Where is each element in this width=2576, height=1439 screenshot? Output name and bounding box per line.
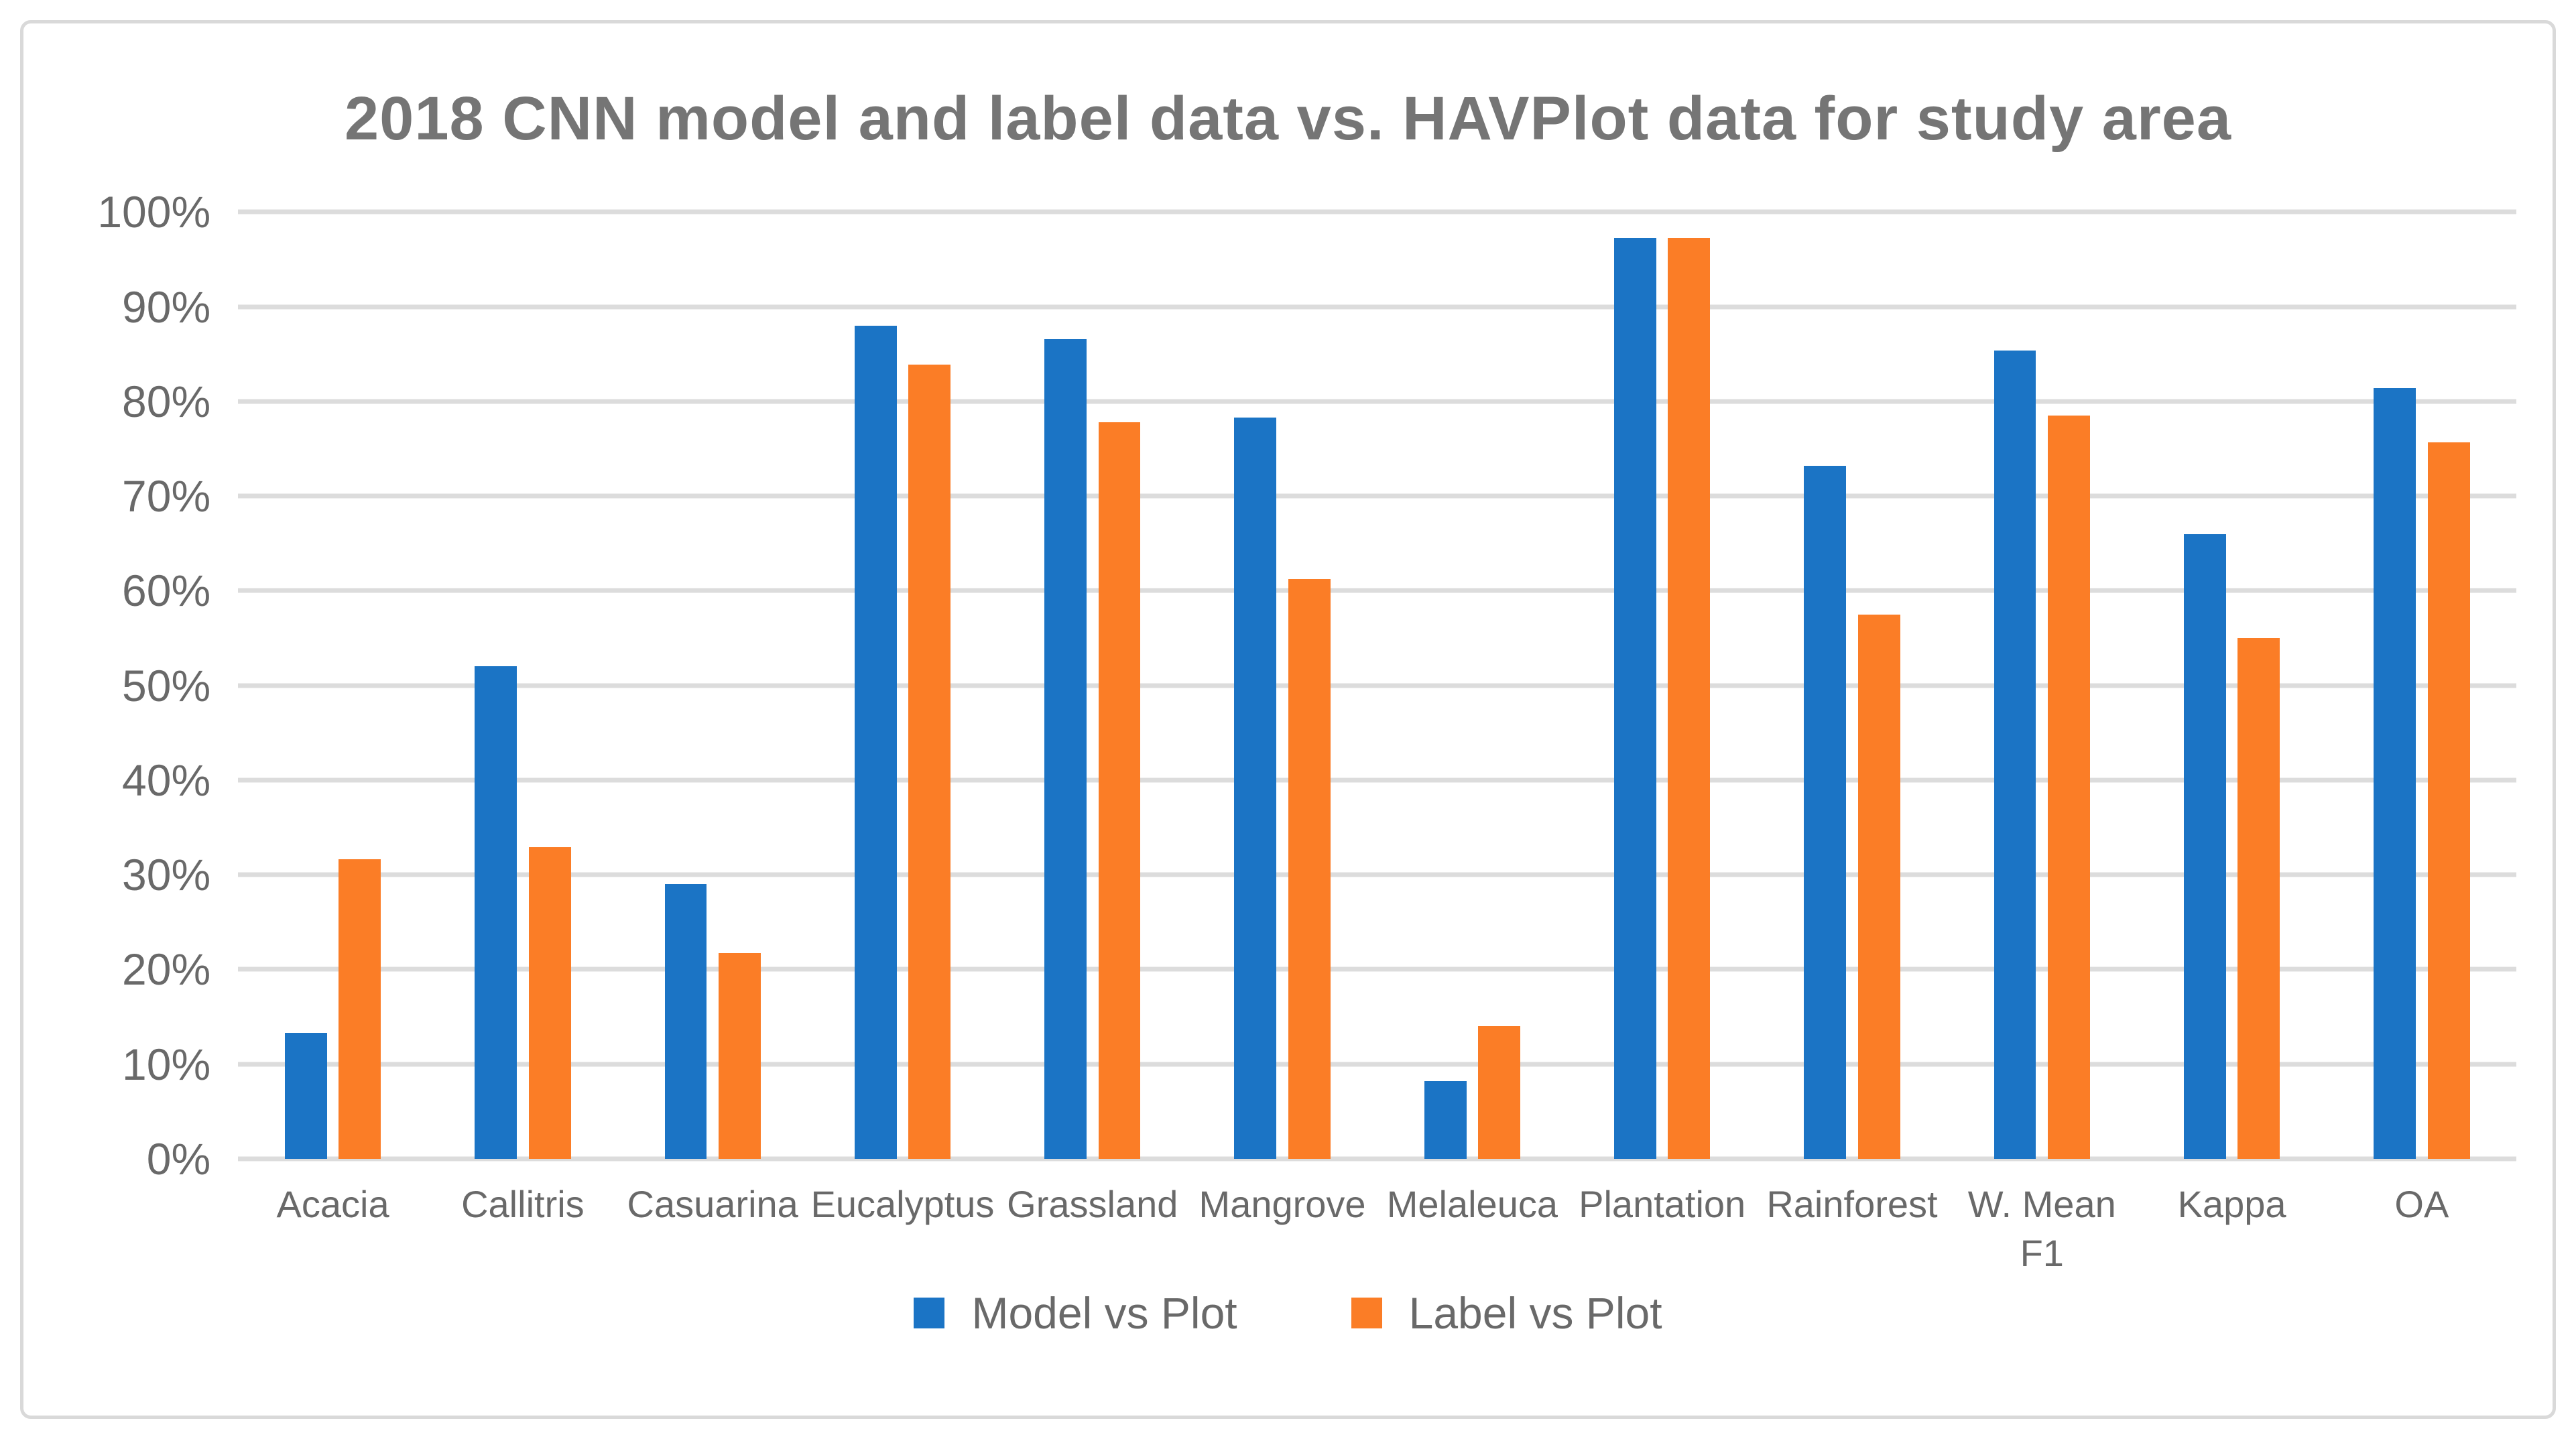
bar-label-vs-plot-melaleuca[interactable] xyxy=(1478,1026,1521,1159)
y-tick-label-100%: 100% xyxy=(97,187,211,237)
x-label-grassland: Grassland xyxy=(1007,1182,1178,1225)
bar-label-vs-plot-acacia[interactable] xyxy=(339,859,381,1159)
y-tick-label-20%: 20% xyxy=(122,944,211,995)
bar-label-vs-plot-w-mean-f1[interactable] xyxy=(2048,416,2090,1159)
x-label-w-mean-f1: W. Mean F1 xyxy=(1967,1182,2116,1274)
legend-swatch-model-vs-plot xyxy=(914,1297,945,1328)
bar-group-mangrove xyxy=(1187,212,1377,1159)
x-label-casuarina: Casuarina xyxy=(627,1182,798,1225)
bar-label-vs-plot-kappa[interactable] xyxy=(2237,637,2280,1159)
bar-label-vs-plot-callitris[interactable] xyxy=(528,847,571,1159)
bar-group-kappa xyxy=(2137,212,2327,1159)
bar-label-vs-plot-casuarina[interactable] xyxy=(718,953,761,1159)
gridline-60% xyxy=(237,588,2517,593)
bar-model-vs-plot-eucalyptus[interactable] xyxy=(854,325,897,1159)
legend-swatch-label-vs-plot xyxy=(1351,1297,1382,1328)
bar-label-vs-plot-oa[interactable] xyxy=(2427,442,2470,1159)
gridline-40% xyxy=(237,777,2517,783)
bar-label-vs-plot-grassland[interactable] xyxy=(1098,422,1141,1159)
bar-group-w-mean-f1 xyxy=(1947,212,2137,1159)
y-tick-label-80%: 80% xyxy=(122,376,211,426)
gridline-10% xyxy=(237,1062,2517,1067)
bar-label-vs-plot-rainforest[interactable] xyxy=(1857,614,1900,1159)
x-axis-labels: Acacia Callitris Casuarina Eucalyptus Grassl… xyxy=(238,1180,2516,1278)
y-tick-label-70%: 70% xyxy=(122,471,211,521)
bar-model-vs-plot-kappa[interactable] xyxy=(2183,534,2226,1159)
bars-row xyxy=(238,212,2516,1159)
legend-item-label-vs-plot[interactable]: Label vs Plot xyxy=(1351,1288,1662,1338)
y-tick-label-10%: 10% xyxy=(122,1039,211,1089)
x-label-kappa: Kappa xyxy=(2177,1182,2286,1225)
bar-group-grassland xyxy=(997,212,1187,1159)
bar-model-vs-plot-callitris[interactable] xyxy=(475,666,517,1159)
gridline-100% xyxy=(237,209,2517,214)
bar-group-rainforest xyxy=(1757,212,1947,1159)
gridline-50% xyxy=(237,683,2517,688)
x-label-melaleuca: Melaleuca xyxy=(1386,1182,1558,1225)
x-label-eucalyptus: Eucalyptus xyxy=(810,1182,995,1225)
y-tick-label-90%: 90% xyxy=(122,281,211,332)
bar-label-vs-plot-mangrove[interactable] xyxy=(1288,579,1331,1159)
bar-group-plantation xyxy=(1567,212,1757,1159)
legend: Model vs Plot Label vs Plot xyxy=(23,1288,2553,1338)
bar-model-vs-plot-plantation[interactable] xyxy=(1613,237,1656,1159)
bar-model-vs-plot-grassland[interactable] xyxy=(1044,338,1087,1159)
y-tick-label-60%: 60% xyxy=(122,566,211,616)
bar-model-vs-plot-w-mean-f1[interactable] xyxy=(1994,350,2036,1159)
gridline-0% xyxy=(237,1156,2517,1162)
bar-group-callitris xyxy=(428,212,617,1159)
bar-model-vs-plot-mangrove[interactable] xyxy=(1234,417,1277,1159)
gridline-20% xyxy=(237,966,2517,972)
bar-model-vs-plot-rainforest[interactable] xyxy=(1804,465,1847,1159)
legend-label-label-vs-plot: Label vs Plot xyxy=(1408,1288,1662,1338)
bar-model-vs-plot-casuarina[interactable] xyxy=(664,884,707,1159)
bar-group-oa xyxy=(2327,212,2516,1159)
bar-group-casuarina xyxy=(618,212,808,1159)
legend-label-model-vs-plot: Model vs Plot xyxy=(971,1288,1237,1338)
legend-item-model-vs-plot[interactable]: Model vs Plot xyxy=(914,1288,1237,1338)
x-label-acacia: Acacia xyxy=(276,1182,389,1225)
bar-label-vs-plot-plantation[interactable] xyxy=(1668,237,1711,1159)
bar-group-eucalyptus xyxy=(808,212,997,1159)
bar-label-vs-plot-eucalyptus[interactable] xyxy=(908,364,951,1159)
plot-area: 0% 10% 20% 30% 40% 50% 60% 70% 80% 90% 100% xyxy=(97,187,2517,1184)
bar-group-acacia xyxy=(238,212,428,1159)
gridline-70% xyxy=(237,493,2517,499)
x-label-callitris: Callitris xyxy=(461,1182,585,1225)
gridline-30% xyxy=(237,872,2517,877)
y-tick-label-0%: 0% xyxy=(146,1133,211,1184)
x-label-mangrove: Mangrove xyxy=(1199,1182,1366,1225)
x-label-plantation: Plantation xyxy=(1579,1182,1746,1225)
gridline-90% xyxy=(237,304,2517,310)
y-tick-label-30%: 30% xyxy=(122,850,211,900)
chart-frame: 2018 CNN model and label data vs. HAVPlo… xyxy=(20,20,2556,1419)
bar-model-vs-plot-melaleuca[interactable] xyxy=(1424,1080,1467,1159)
bar-group-melaleuca xyxy=(1377,212,1567,1159)
bar-model-vs-plot-acacia[interactable] xyxy=(284,1032,327,1159)
y-tick-label-50%: 50% xyxy=(122,660,211,710)
x-label-oa: OA xyxy=(2394,1182,2449,1225)
chart-title: 2018 CNN model and label data vs. HAVPlo… xyxy=(345,84,2231,153)
bar-model-vs-plot-oa[interactable] xyxy=(2374,388,2416,1159)
x-label-rainforest: Rainforest xyxy=(1766,1182,1938,1225)
y-tick-label-40%: 40% xyxy=(122,755,211,805)
gridline-80% xyxy=(237,399,2517,404)
